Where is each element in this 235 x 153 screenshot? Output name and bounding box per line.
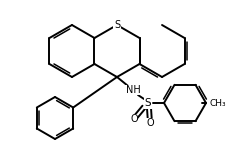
Text: O: O: [130, 114, 138, 124]
Text: S: S: [145, 98, 151, 108]
Text: NH: NH: [126, 85, 140, 95]
Text: CH₃: CH₃: [210, 99, 227, 108]
Text: S: S: [114, 20, 120, 30]
Text: O: O: [146, 118, 154, 128]
